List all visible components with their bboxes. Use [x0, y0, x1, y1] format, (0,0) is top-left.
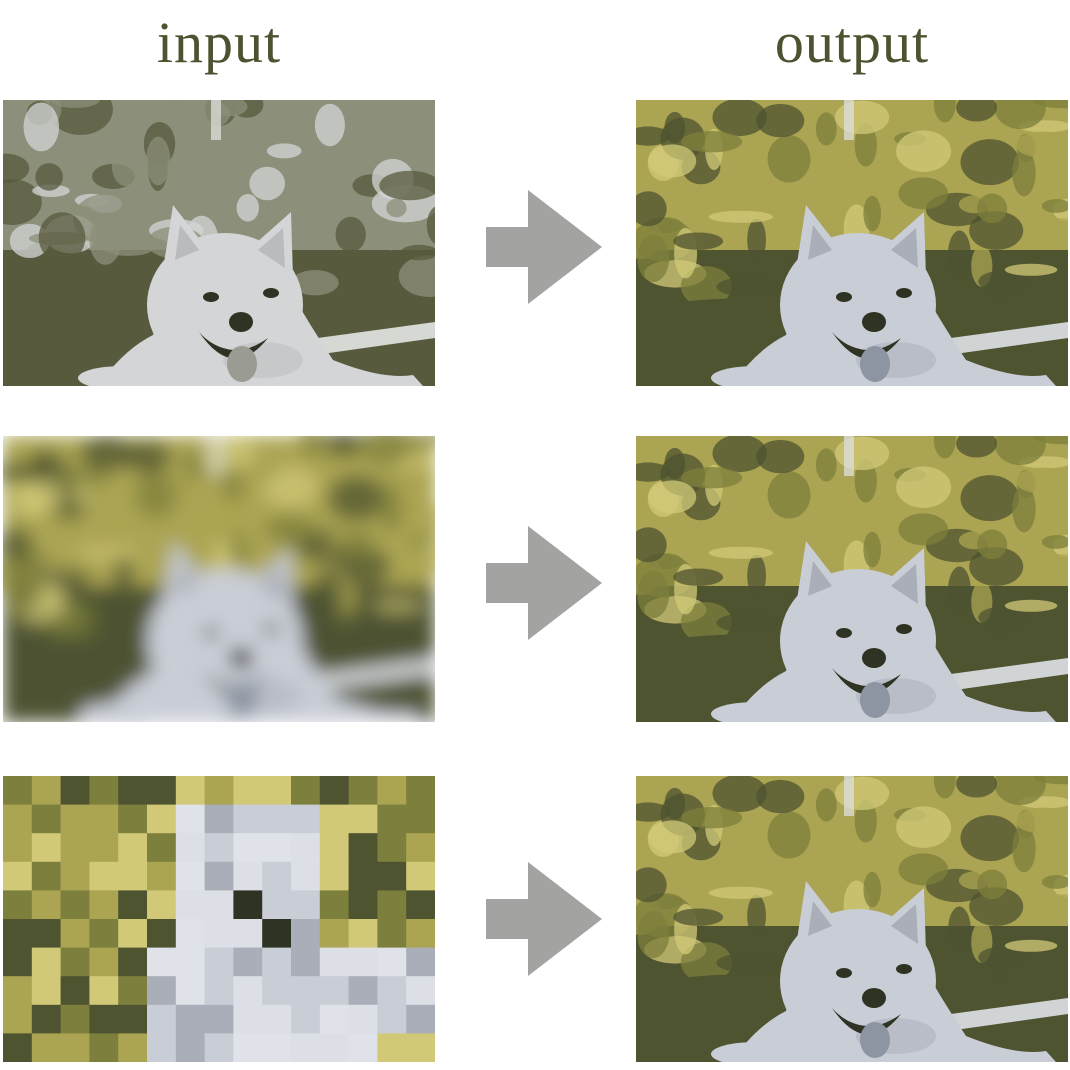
output-photo-row-1 [636, 100, 1068, 386]
input-photo-blurred [3, 436, 435, 722]
arrow-row-3 [486, 862, 602, 976]
input-column-heading: input [156, 10, 282, 75]
output-photo-row-3 [636, 776, 1068, 1062]
right-arrow-icon [486, 862, 602, 976]
right-arrow-icon [486, 526, 602, 640]
dog-color-photo-icon [636, 436, 1068, 722]
dog-grayscale-photo-icon [3, 100, 435, 386]
input-photo-grayscale [3, 100, 435, 386]
dog-color-photo-icon [636, 776, 1068, 1062]
output-column-heading: output [774, 10, 930, 75]
right-arrow-icon [486, 190, 602, 304]
arrow-row-2 [486, 526, 602, 640]
dog-pixelated-photo-icon [3, 776, 435, 1062]
dog-color-photo-icon [636, 100, 1068, 386]
input-photo-pixelated [3, 776, 435, 1062]
arrow-row-1 [486, 190, 602, 304]
dog-blurred-photo-icon [3, 436, 435, 722]
output-photo-row-2 [636, 436, 1068, 722]
